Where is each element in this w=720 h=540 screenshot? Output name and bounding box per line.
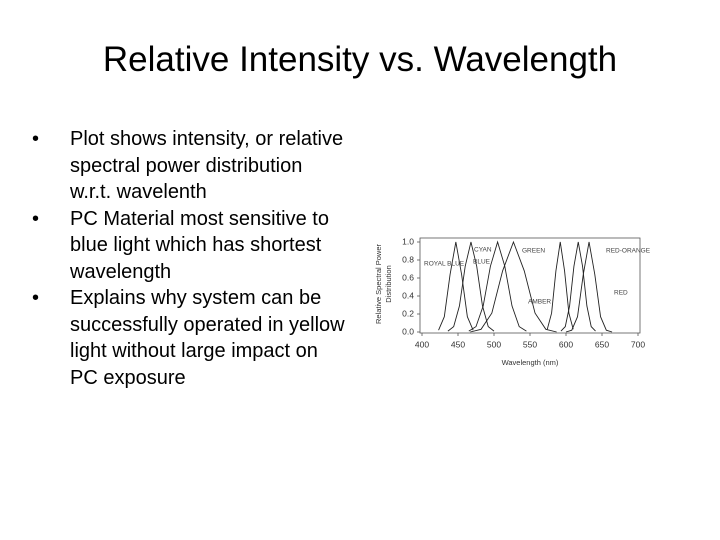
spectrum-line xyxy=(438,241,474,331)
series-label: CYAN xyxy=(474,247,492,254)
bullet: Explains why system can be successfully … xyxy=(30,285,345,391)
bullet-list: Plot shows intensity, or relative spectr… xyxy=(30,126,350,391)
series-label: GREEN xyxy=(522,248,545,255)
x-axis-label: Wavelength (nm) xyxy=(502,358,559,367)
spectrum-line xyxy=(565,241,613,333)
y-tick-label: 0.4 xyxy=(402,290,414,300)
spectrum-line xyxy=(447,241,495,332)
y-axis-label: Relative Spectral Power xyxy=(374,243,383,324)
series-label: RED xyxy=(614,290,628,297)
x-tick-label: 700 xyxy=(631,339,645,349)
x-tick-label: 450 xyxy=(451,339,465,349)
y-tick-label: 0.6 xyxy=(402,272,414,282)
x-tick-label: 650 xyxy=(595,339,609,349)
spectrum-line xyxy=(560,241,596,332)
x-tick-label: 550 xyxy=(523,339,537,349)
x-tick-label: 600 xyxy=(559,339,573,349)
bullet: PC Material most sensitive to blue light… xyxy=(30,206,345,286)
y-tick-label: 1.0 xyxy=(402,236,414,246)
spectrum-line xyxy=(470,240,557,333)
series-label: RED-ORANGE xyxy=(606,248,651,255)
x-tick-label: 500 xyxy=(487,339,501,349)
y-tick-label: 0.2 xyxy=(402,308,414,318)
spectrum-line xyxy=(468,240,527,332)
y-axis-label: Distribution xyxy=(384,265,393,303)
slide-title: Relative Intensity vs. Wavelength xyxy=(102,40,618,79)
x-tick-label: 400 xyxy=(415,339,429,349)
bullet: Plot shows intensity, or relative spectr… xyxy=(30,126,345,206)
y-tick-label: 0.0 xyxy=(402,326,414,336)
spectrum-line xyxy=(546,241,574,330)
y-tick-label: 0.8 xyxy=(402,254,414,264)
series-label: AMBER xyxy=(528,299,551,306)
series-label: BLUE xyxy=(473,259,491,266)
series-label: ROYAL BLUE xyxy=(424,261,465,268)
